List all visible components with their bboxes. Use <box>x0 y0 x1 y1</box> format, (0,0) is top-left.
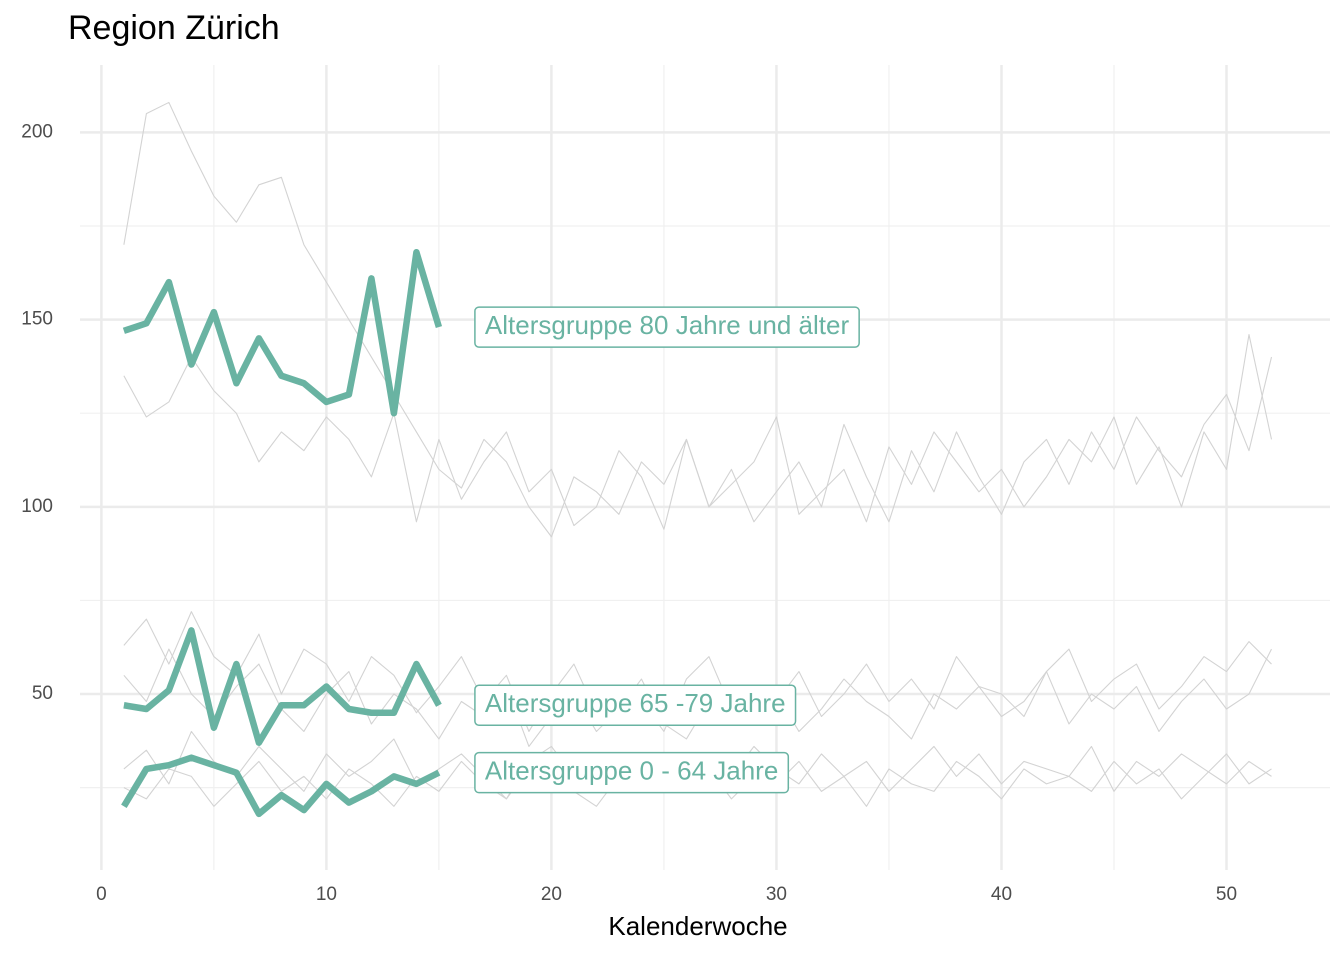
series-label: Altersgruppe 0 - 64 Jahre <box>485 756 778 786</box>
series-label: Altersgruppe 80 Jahre und älter <box>485 310 850 340</box>
label-box <box>474 306 860 348</box>
history-line <box>123 334 1273 530</box>
y-tick-label: 50 <box>32 683 53 704</box>
highlight-line <box>121 754 441 818</box>
x-tick-label: 50 <box>1216 884 1237 905</box>
x-tick-label: 40 <box>991 884 1012 905</box>
history-line <box>123 611 1272 733</box>
x-tick-label: 10 <box>316 884 337 905</box>
x-tick-label: 30 <box>766 884 787 905</box>
series-label: Altersgruppe 65 -79 Jahre <box>485 688 786 718</box>
y-tick-label: 150 <box>21 309 53 330</box>
x-axis-title: Kalenderwoche <box>608 911 787 941</box>
x-tick-label: 20 <box>541 884 562 905</box>
label-box <box>474 751 790 794</box>
y-tick-label: 100 <box>21 496 53 517</box>
x-tick-label: 0 <box>96 884 107 905</box>
highlight-line <box>122 248 443 417</box>
chart-title: Region Zürich <box>68 9 280 47</box>
label-box <box>474 684 797 727</box>
y-tick-label: 200 <box>21 121 53 142</box>
highlight-line <box>123 627 442 746</box>
